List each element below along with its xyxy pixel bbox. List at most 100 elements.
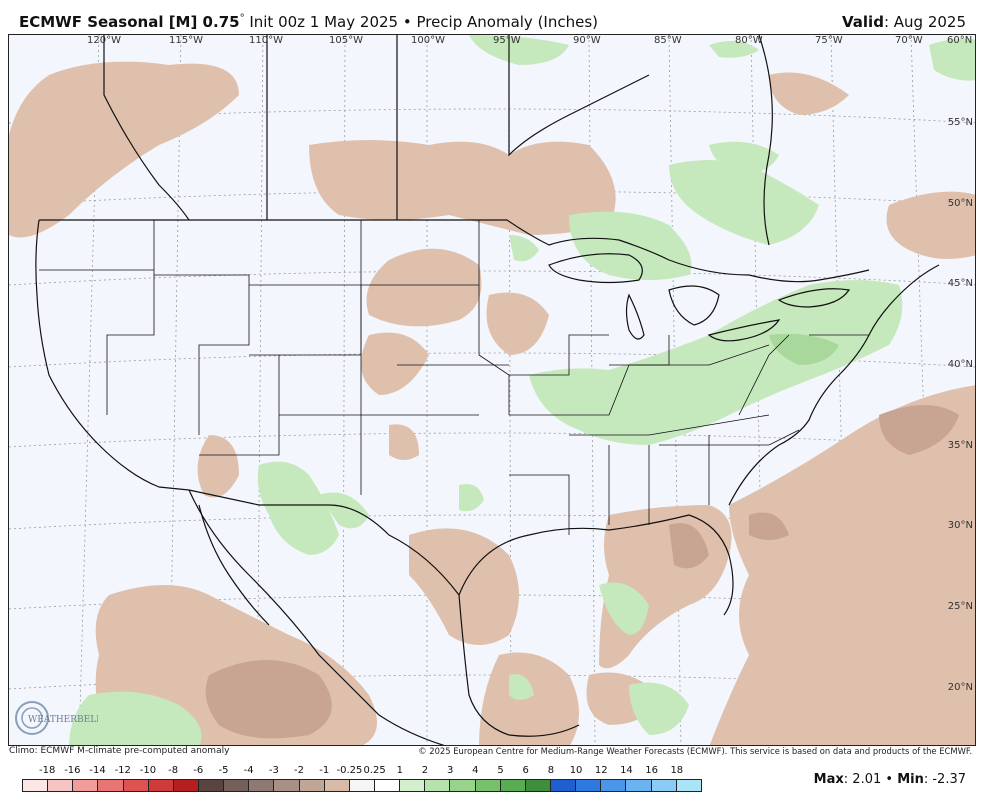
scale-labels: -18 -16 -14 -12 -10 -8 -6 -5 -4 -3 -2 -1 -0.25 0.25 1 2…	[22, 765, 702, 777]
scale-label: 0.25	[363, 765, 386, 776]
scale-swatch	[450, 780, 476, 791]
scale-label: -1	[319, 765, 330, 776]
scale-label: 12	[594, 765, 608, 776]
title-degree: °	[239, 13, 245, 24]
scale-label: 4	[472, 765, 479, 776]
scale-swatch	[475, 780, 501, 791]
scale-swatch	[324, 780, 350, 791]
scale-swatch	[500, 780, 526, 791]
lon-label: 110°W	[249, 35, 283, 46]
lat-label: 30°N	[947, 520, 973, 531]
scale-label: 6	[522, 765, 529, 776]
lon-label: 90°W	[573, 35, 601, 46]
lat-label: 25°N	[947, 601, 973, 612]
copyright-note: © 2025 European Centre for Medium-Range …	[418, 746, 972, 756]
logo-wordmark: WEATHERBELL	[28, 715, 98, 725]
scale-label: -6	[193, 765, 204, 776]
lon-label: 95°W	[493, 35, 521, 46]
state-boundaries	[39, 220, 869, 535]
dry-anomaly-areas	[9, 61, 975, 745]
valid-date: Valid: Aug 2025	[842, 13, 966, 31]
wet-anomaly-core	[769, 333, 839, 365]
scale-label: 2	[421, 765, 429, 776]
scale-swatch	[274, 780, 300, 791]
scale-label: 5	[497, 765, 504, 776]
lat-label: 20°N	[947, 682, 973, 693]
title-main: ECMWF Seasonal [M] 0.75	[19, 13, 240, 31]
scale-swatch	[299, 780, 325, 791]
lon-label: 85°W	[654, 35, 682, 46]
scale-swatch	[98, 780, 124, 791]
lon-label: 80°W	[735, 35, 763, 46]
scale-label: 10	[569, 765, 583, 776]
lon-label: 115°W	[169, 35, 203, 46]
scale-label: -0.25	[336, 765, 363, 776]
scale-swatch	[425, 780, 451, 791]
min-label: Min	[897, 772, 924, 787]
scale-label: 3	[446, 765, 454, 776]
max-value: : 2.01	[843, 772, 882, 787]
map-canvas	[9, 35, 975, 745]
stats-separator: •	[881, 772, 898, 787]
scale-swatch	[525, 780, 551, 791]
title-sub: Init 00z 1 May 2025 • Precip Anomaly (In…	[244, 13, 598, 31]
valid-label: Valid	[842, 13, 884, 31]
scale-swatch	[173, 780, 199, 791]
scale-swatch	[224, 780, 250, 791]
dry-anomaly-core	[205, 405, 959, 739]
header: ECMWF Seasonal [M] 0.75° Init 00z 1 May …	[0, 0, 984, 34]
lat-label: 60°N	[947, 35, 973, 46]
lat-label: 55°N	[947, 117, 973, 128]
lon-label: 70°W	[895, 35, 923, 46]
scale-swatch	[123, 780, 149, 791]
map-title: ECMWF Seasonal [M] 0.75° Init 00z 1 May …	[19, 13, 598, 31]
climo-note: Climo: ECMWF M-climate pre-computed anom…	[9, 746, 230, 756]
lon-label: 75°W	[815, 35, 843, 46]
lon-label: 120°W	[87, 35, 121, 46]
scale-label: -18	[39, 765, 56, 776]
scale-label: -2	[294, 765, 305, 776]
color-scale: -18 -16 -14 -12 -10 -8 -6 -5 -4 -3 -2 -1 -0.25 0.25 1 2…	[22, 765, 702, 795]
scale-label: -8	[168, 765, 179, 776]
scale-swatch	[676, 780, 701, 791]
scale-swatch	[400, 780, 426, 791]
valid-value: : Aug 2025	[883, 13, 966, 31]
scale-swatch	[601, 780, 627, 791]
scale-label: -14	[89, 765, 106, 776]
lon-label: 105°W	[329, 35, 363, 46]
scale-label: 16	[645, 765, 658, 776]
precip-anomaly-map: 120°W 115°W 110°W 105°W 100°W 95°W 90°W …	[8, 34, 976, 746]
scale-swatch	[198, 780, 225, 791]
scale-label: 18	[670, 765, 684, 776]
scale-label: -4	[243, 765, 254, 776]
scale-swatch	[148, 780, 174, 791]
lat-label: 40°N	[947, 359, 973, 370]
scale-swatch	[576, 780, 602, 791]
lon-label: 100°W	[411, 35, 445, 46]
scale-bar	[22, 779, 702, 792]
max-min-stats: Max: 2.01 • Min: -2.37	[814, 772, 966, 787]
scale-label: -5	[218, 765, 229, 776]
scale-swatch	[651, 780, 677, 791]
scale-swatch	[23, 780, 49, 791]
political-boundaries	[35, 35, 940, 745]
scale-label: -3	[268, 765, 279, 776]
logo-swirl-icon: WEATHERBELL	[15, 701, 102, 735]
scale-swatch	[374, 780, 401, 791]
scale-swatch	[550, 780, 577, 791]
scale-label: 8	[547, 765, 555, 776]
scale-label: -16	[64, 765, 81, 776]
lat-label: 45°N	[947, 278, 973, 289]
scale-label: -10	[139, 765, 157, 776]
scale-swatch	[48, 780, 74, 791]
max-label: Max	[813, 772, 844, 787]
lat-label: 35°N	[947, 440, 973, 451]
scale-swatch	[349, 780, 375, 791]
lat-label: 50°N	[947, 198, 973, 209]
weatherbell-logo: WEATHERBELL	[14, 698, 102, 738]
scale-swatch	[249, 780, 275, 791]
scale-swatch	[73, 780, 99, 791]
scale-label: 1	[396, 765, 403, 776]
scale-swatch	[626, 780, 652, 791]
scale-label: 14	[620, 765, 633, 776]
